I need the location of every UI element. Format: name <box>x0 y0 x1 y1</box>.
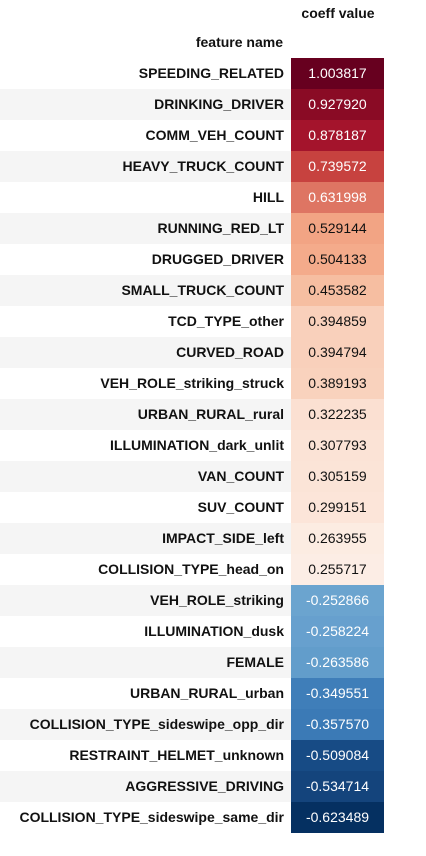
table-row: SUV_COUNT 0.299151 <box>0 492 426 523</box>
coeff-value-cell: -0.623489 <box>291 802 384 833</box>
coeff-value-cell: 0.529144 <box>291 213 384 244</box>
table-row: VAN_COUNT 0.305159 <box>0 461 426 492</box>
coeff-value-cell: -0.258224 <box>291 616 384 647</box>
coeff-value-cell: -0.357570 <box>291 709 384 740</box>
feature-name-cell: VEH_ROLE_striking <box>0 585 291 616</box>
table-row: ILLUMINATION_dark_unlit 0.307793 <box>0 430 426 461</box>
coeff-value-cell: -0.349551 <box>291 678 384 709</box>
feature-name-cell: FEMALE <box>0 647 291 678</box>
coeff-value-cell: -0.252866 <box>291 585 384 616</box>
coeff-value-cell: 0.389193 <box>291 368 384 399</box>
table-row: SPEEDING_RELATED 1.003817 <box>0 58 426 89</box>
table-row: DRUGGED_DRIVER 0.504133 <box>0 244 426 275</box>
table-row: HEAVY_TRUCK_COUNT 0.739572 <box>0 151 426 182</box>
coeff-value-cell: 0.305159 <box>291 461 384 492</box>
feature-name-cell: COLLISION_TYPE_sideswipe_same_dir <box>0 802 291 833</box>
feature-name-cell: CURVED_ROAD <box>0 337 291 368</box>
feature-name-cell: VEH_ROLE_striking_struck <box>0 368 291 399</box>
coeff-value-cell: 0.299151 <box>291 492 384 523</box>
feature-name-cell: SPEEDING_RELATED <box>0 58 291 89</box>
feature-name-cell: SMALL_TRUCK_COUNT <box>0 275 291 306</box>
coeff-value-cell: 0.307793 <box>291 430 384 461</box>
table-row: COLLISION_TYPE_sideswipe_same_dir -0.6234… <box>0 802 426 833</box>
table-row: URBAN_RURAL_urban -0.349551 <box>0 678 426 709</box>
feature-name-cell: DRINKING_DRIVER <box>0 89 291 120</box>
coeff-value-cell: 0.739572 <box>291 151 384 182</box>
coeff-value-cell: 0.504133 <box>291 244 384 275</box>
table-row: HILL 0.631998 <box>0 182 426 213</box>
table-row: RESTRAINT_HELMET_unknown -0.509084 <box>0 740 426 771</box>
index-header-feature-name: feature name <box>195 34 283 50</box>
feature-name-cell: RESTRAINT_HELMET_unknown <box>0 740 291 771</box>
feature-name-cell: DRUGGED_DRIVER <box>0 244 291 275</box>
table-row: SMALL_TRUCK_COUNT 0.453582 <box>0 275 426 306</box>
table-row: AGGRESSIVE_DRIVING -0.534714 <box>0 771 426 802</box>
coeff-value-cell: 0.394859 <box>291 306 384 337</box>
table-row: FEMALE -0.263586 <box>0 647 426 678</box>
feature-name-cell: COLLISION_TYPE_sideswipe_opp_dir <box>0 709 291 740</box>
feature-name-cell: COLLISION_TYPE_head_on <box>0 554 291 585</box>
table-row: TCD_TYPE_other 0.394859 <box>0 306 426 337</box>
table-row: ILLUMINATION_dusk -0.258224 <box>0 616 426 647</box>
table-row: IMPACT_SIDE_left 0.263955 <box>0 523 426 554</box>
table-row: DRINKING_DRIVER 0.927920 <box>0 89 426 120</box>
table-row: CURVED_ROAD 0.394794 <box>0 337 426 368</box>
table-row: VEH_ROLE_striking_struck 0.389193 <box>0 368 426 399</box>
coeff-value-cell: 0.927920 <box>291 89 384 120</box>
feature-name-cell: URBAN_RURAL_rural <box>0 399 291 430</box>
feature-name-cell: RUNNING_RED_LT <box>0 213 291 244</box>
feature-name-cell: IMPACT_SIDE_left <box>0 523 291 554</box>
coeff-value-cell: 0.631998 <box>291 182 384 213</box>
coeff-value-cell: -0.263586 <box>291 647 384 678</box>
feature-name-cell: AGGRESSIVE_DRIVING <box>0 771 291 802</box>
feature-name-cell: COMM_VEH_COUNT <box>0 120 291 151</box>
table-row: URBAN_RURAL_rural 0.322235 <box>0 399 426 430</box>
feature-name-cell: ILLUMINATION_dusk <box>0 616 291 647</box>
coeff-value-cell: 0.394794 <box>291 337 384 368</box>
coeff-value-cell: 0.878187 <box>291 120 384 151</box>
table-row: COMM_VEH_COUNT 0.878187 <box>0 120 426 151</box>
feature-name-cell: ILLUMINATION_dark_unlit <box>0 430 291 461</box>
table-row: COLLISION_TYPE_sideswipe_opp_dir -0.35757… <box>0 709 426 740</box>
coeff-value-cell: 0.263955 <box>291 523 384 554</box>
coeff-value-cell: -0.509084 <box>291 740 384 771</box>
table-row: VEH_ROLE_striking -0.252866 <box>0 585 426 616</box>
coeff-value-cell: 0.453582 <box>291 275 384 306</box>
feature-name-cell: TCD_TYPE_other <box>0 306 291 337</box>
table-row: COLLISION_TYPE_head_on 0.255717 <box>0 554 426 585</box>
column-header-coeff-value: coeff value <box>301 5 375 21</box>
coeff-value-cell: -0.534714 <box>291 771 384 802</box>
feature-name-cell: HEAVY_TRUCK_COUNT <box>0 151 291 182</box>
table-row: RUNNING_RED_LT 0.529144 <box>0 213 426 244</box>
feature-name-cell: SUV_COUNT <box>0 492 291 523</box>
coeff-value-cell: 0.322235 <box>291 399 384 430</box>
feature-name-cell: HILL <box>0 182 291 213</box>
coeff-value-cell: 0.255717 <box>291 554 384 585</box>
table-body: SPEEDING_RELATED 1.003817 DRINKING_DRIVER 0… <box>0 58 426 833</box>
feature-name-cell: VAN_COUNT <box>0 461 291 492</box>
feature-name-cell: URBAN_RURAL_urban <box>0 678 291 709</box>
coeff-value-cell: 1.003817 <box>291 58 384 89</box>
